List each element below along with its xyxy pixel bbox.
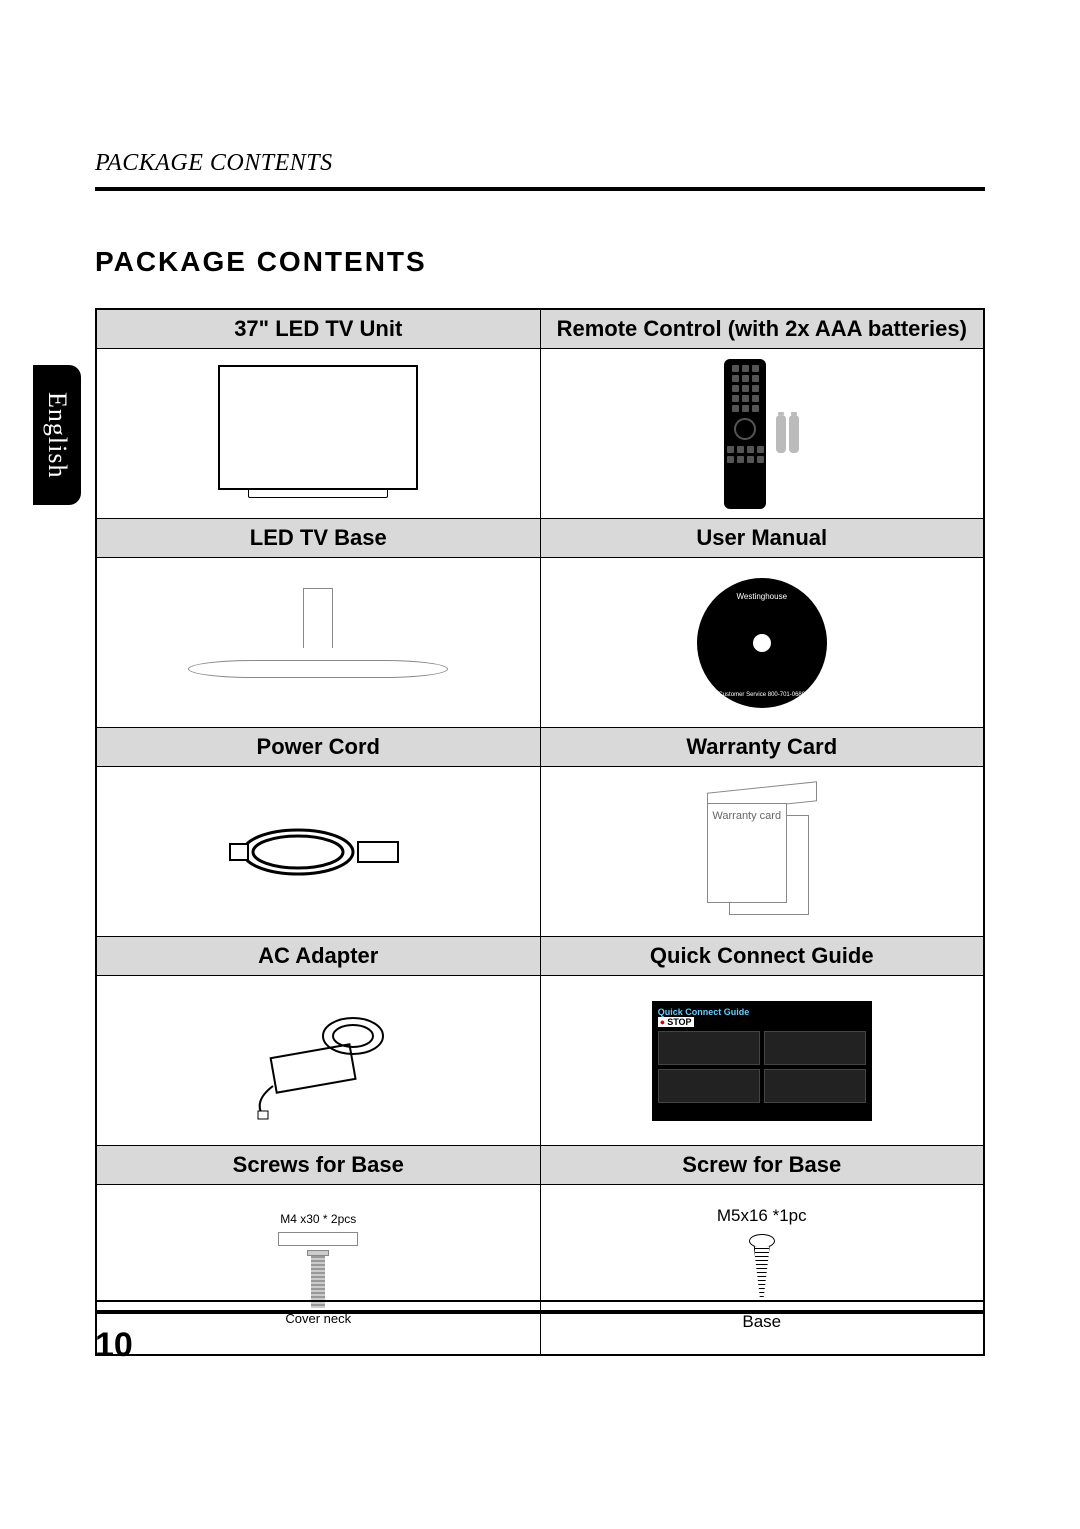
cell-header: AC Adapter (96, 937, 540, 976)
cell-header: LED TV Base (96, 519, 540, 558)
qcg-stop: STOP (658, 1017, 694, 1027)
cell-image-warranty: Warranty card (540, 767, 984, 937)
cell-header: Screws for Base (96, 1146, 540, 1185)
screw-spec-right: M5x16 *1pc (547, 1204, 978, 1228)
header-rule (95, 187, 985, 191)
cell-header: Remote Control (with 2x AAA batteries) (540, 309, 984, 349)
cell-header: Quick Connect Guide (540, 937, 984, 976)
footer-rule-thick (95, 1310, 985, 1314)
cell-header: User Manual (540, 519, 984, 558)
cell-header: 37" LED TV Unit (96, 309, 540, 349)
qcg-title: Quick Connect Guide (658, 1007, 750, 1017)
cover-neck-icon (278, 1232, 358, 1246)
cell-image-tv (96, 349, 540, 519)
power-cord-icon (228, 812, 408, 892)
cell-image-base (96, 558, 540, 728)
section-title: PACKAGE CONTENTS (95, 246, 985, 278)
running-head: PACKAGE CONTENTS (95, 150, 985, 177)
cell-image-qcg: Quick Connect Guide STOP (540, 976, 984, 1146)
disc-brand: Westinghouse (736, 592, 787, 601)
quick-connect-guide-icon: Quick Connect Guide STOP (652, 1001, 872, 1121)
cell-image-screws-left: M4 x30 * 2pcs Cover neck (96, 1185, 540, 1355)
warranty-card-label: Warranty card (708, 810, 786, 822)
language-tab: English (33, 365, 81, 505)
tv-base-icon (188, 588, 448, 698)
batteries-icon (776, 415, 799, 453)
cell-header: Warranty Card (540, 728, 984, 767)
footer-rule-thin (95, 1300, 985, 1302)
cell-image-adapter (96, 976, 540, 1146)
screw-spec-left: M4 x30 * 2pcs (103, 1211, 534, 1228)
remote-icon (547, 359, 978, 509)
tv-icon (218, 365, 418, 498)
cell-image-remote (540, 349, 984, 519)
cell-header: Screw for Base (540, 1146, 984, 1185)
manual-disc-icon: Westinghouse Customer Service 800-701-06… (697, 578, 827, 708)
cell-image-screws-right: M5x16 *1pc Base (540, 1185, 984, 1355)
cell-image-manual: Westinghouse Customer Service 800-701-06… (540, 558, 984, 728)
package-contents-table: 37" LED TV Unit Remote Control (with 2x … (95, 308, 985, 1356)
page-content: PACKAGE CONTENTS PACKAGE CONTENTS 37" LE… (95, 150, 985, 1356)
warranty-card-icon: Warranty card (707, 787, 817, 917)
cell-image-powercord (96, 767, 540, 937)
ac-adapter-icon (233, 1001, 403, 1121)
page-number: 10 (95, 1326, 133, 1365)
cell-header: Power Cord (96, 728, 540, 767)
screw-m5-icon (749, 1234, 775, 1304)
